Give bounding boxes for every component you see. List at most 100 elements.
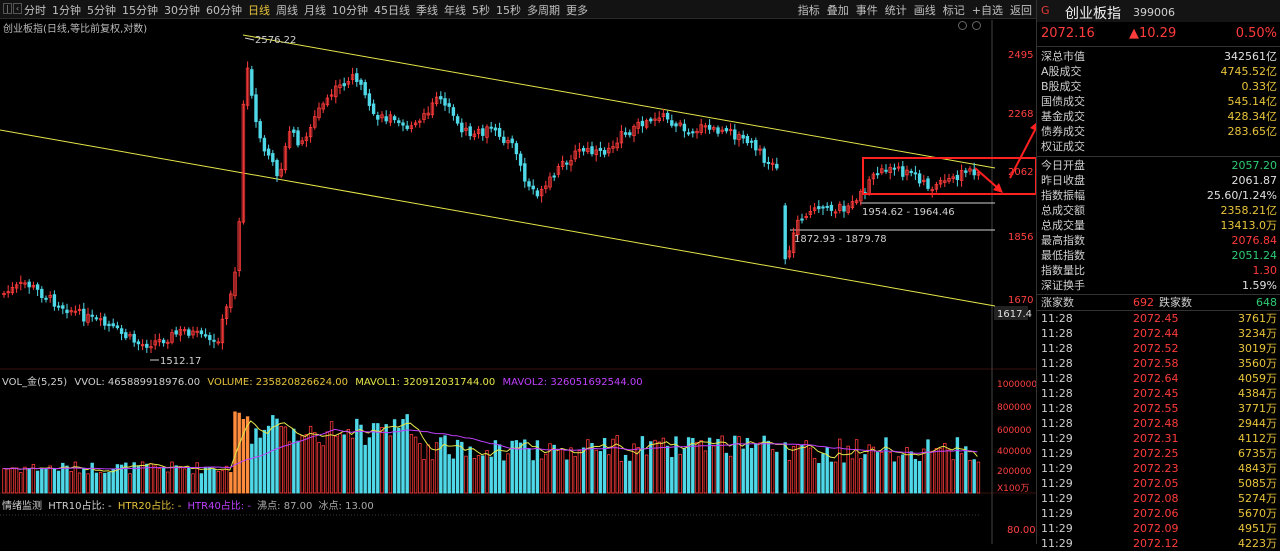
volume-bar bbox=[464, 455, 468, 494]
volume-bar bbox=[674, 436, 678, 494]
volume-bar bbox=[418, 443, 422, 494]
candle-body bbox=[220, 318, 225, 344]
volume-legend: VOL_金(5,25) VVOL: 465889918976.00 VOLUME… bbox=[2, 373, 647, 388]
volume-bar bbox=[531, 460, 535, 494]
volume-bar bbox=[439, 437, 443, 494]
volume-bar bbox=[430, 459, 435, 494]
period-tab[interactable]: 周线 bbox=[276, 4, 298, 17]
chart-close-icon[interactable] bbox=[972, 21, 981, 30]
down-count-label: 跌家数 bbox=[1159, 296, 1192, 309]
period-tab[interactable]: 5秒 bbox=[472, 4, 490, 17]
stat-row: 权证成交 bbox=[1037, 139, 1280, 154]
tool-button[interactable]: 返回 bbox=[1010, 4, 1032, 17]
volume-bar bbox=[23, 466, 27, 494]
volume-bar bbox=[182, 468, 187, 494]
tick-price: 2072.05 bbox=[1133, 477, 1179, 490]
period-tab[interactable]: 年线 bbox=[444, 4, 466, 17]
candle-body bbox=[203, 334, 208, 337]
tick-time: 11:28 bbox=[1041, 357, 1073, 370]
candle-body bbox=[581, 147, 586, 152]
emotion-indicator-name[interactable]: 情绪监测 bbox=[2, 501, 42, 512]
stat-value: 25.60/1.24% bbox=[1206, 189, 1277, 202]
volume-bar bbox=[804, 440, 808, 494]
candle-body bbox=[712, 127, 716, 130]
volume-bar bbox=[6, 468, 10, 494]
volume-bar bbox=[443, 435, 447, 494]
volume-bar bbox=[686, 437, 691, 494]
period-tab[interactable]: 30分钟 bbox=[164, 4, 200, 17]
tool-button[interactable]: 统计 bbox=[884, 4, 907, 17]
candle-body bbox=[535, 190, 540, 197]
tick-row: 11:29 2072.31 4112万 bbox=[1037, 431, 1280, 446]
chart-settings-icon[interactable] bbox=[958, 21, 967, 30]
tool-button[interactable]: 画线 bbox=[913, 4, 936, 17]
period-tab[interactable]: 15秒 bbox=[496, 4, 521, 17]
volume-bar bbox=[670, 457, 674, 494]
candle-body bbox=[829, 204, 834, 211]
volume-bar bbox=[863, 454, 867, 494]
period-tab[interactable]: 60分钟 bbox=[206, 4, 242, 17]
period-tab[interactable]: 5分钟 bbox=[87, 4, 116, 17]
market-flag: G bbox=[1041, 4, 1050, 17]
tool-button[interactable]: 指标 bbox=[797, 4, 820, 17]
period-tab[interactable]: 季线 bbox=[416, 4, 438, 17]
period-tab[interactable]: 月线 bbox=[304, 4, 326, 17]
period-tab[interactable]: 10分钟 bbox=[332, 4, 368, 17]
tool-button[interactable]: 标记 bbox=[942, 4, 965, 17]
candle-body bbox=[455, 116, 460, 124]
volume-bar bbox=[909, 451, 913, 494]
volume-indicator-name[interactable]: VOL_金(5,25) bbox=[2, 377, 68, 388]
period-tab[interactable]: 多周期 bbox=[527, 4, 560, 17]
volume-bar bbox=[842, 462, 846, 494]
price-axis-label: 1670 bbox=[1008, 295, 1033, 306]
candle-body bbox=[413, 122, 418, 126]
period-tab[interactable]: 分时 bbox=[24, 4, 46, 17]
mavol1-line bbox=[2, 420, 978, 473]
tool-button[interactable]: 事件 bbox=[855, 4, 878, 17]
volume-bar bbox=[334, 435, 338, 494]
candle-body bbox=[665, 112, 670, 120]
candle-body bbox=[523, 163, 527, 182]
volume-bar bbox=[892, 461, 897, 494]
period-tab[interactable]: 1分钟 bbox=[52, 4, 81, 17]
period-tab[interactable]: 45日线 bbox=[374, 4, 410, 17]
candle-body bbox=[304, 136, 309, 142]
up-count-label: 涨家数 bbox=[1041, 296, 1074, 309]
candle-body bbox=[930, 189, 934, 192]
volume-bar bbox=[224, 465, 229, 494]
volume-bar bbox=[363, 444, 367, 494]
volume-bar bbox=[245, 416, 250, 494]
candle-body bbox=[388, 114, 393, 123]
candle-body bbox=[934, 184, 939, 190]
candle-body bbox=[233, 271, 237, 297]
volume-bar bbox=[917, 460, 922, 494]
candle-body bbox=[124, 332, 128, 339]
candle-body bbox=[838, 203, 842, 211]
tick-price: 2072.31 bbox=[1133, 432, 1179, 445]
volume-bar bbox=[61, 462, 65, 494]
nav-first-icon[interactable]: | bbox=[3, 3, 12, 14]
volume-bar bbox=[959, 453, 964, 494]
volume-bar bbox=[913, 458, 918, 494]
volume-bar bbox=[241, 418, 246, 494]
candle-body bbox=[573, 150, 577, 160]
volume-bar bbox=[619, 460, 624, 494]
tick-price: 2072.23 bbox=[1133, 462, 1179, 475]
low-price-label: 1512.17 bbox=[160, 356, 201, 367]
tool-button[interactable]: +自选 bbox=[971, 4, 1003, 17]
tick-list[interactable]: 11:28 2072.45 3761万 11:28 2072.44 3234万 11:28 2… bbox=[1037, 311, 1280, 551]
volume-bar bbox=[384, 424, 388, 494]
candle-body bbox=[14, 284, 19, 289]
period-tab[interactable]: 更多 bbox=[566, 4, 588, 17]
tool-button[interactable]: 叠加 bbox=[826, 4, 849, 17]
period-tab[interactable]: 15分钟 bbox=[122, 4, 158, 17]
annotation-arrow bbox=[974, 167, 1001, 191]
candle-body bbox=[422, 113, 426, 120]
volume-bar bbox=[682, 448, 687, 494]
period-tab[interactable]: 日线 bbox=[248, 4, 270, 17]
nav-prev-icon[interactable]: ‹ bbox=[13, 3, 22, 14]
candle-body bbox=[653, 118, 657, 121]
volume-bar bbox=[955, 437, 960, 494]
stat-label: 今日开盘 bbox=[1041, 159, 1085, 172]
volume-bar bbox=[199, 473, 204, 494]
